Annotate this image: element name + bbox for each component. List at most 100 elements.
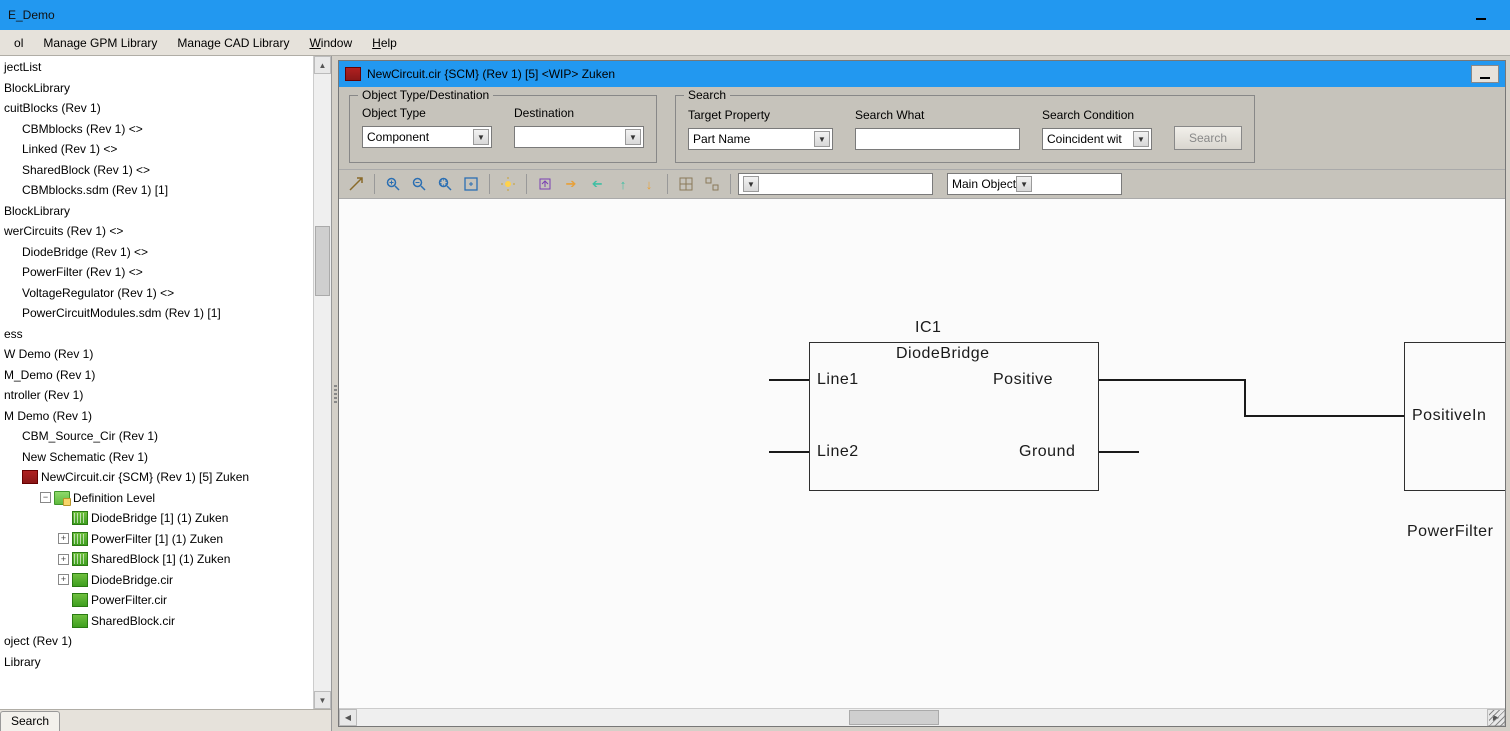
tree-item[interactable]: DiodeBridge [1] (1) Zuken	[0, 508, 313, 529]
chevron-down-icon[interactable]: ▼	[473, 129, 489, 145]
arrow-left-icon[interactable]: ➔	[586, 173, 608, 195]
resize-grip-icon[interactable]	[1489, 710, 1505, 726]
chevron-down-icon[interactable]: ▼	[1016, 176, 1032, 192]
combo-search-condition[interactable]: Coincident wit▼	[1042, 128, 1152, 150]
block-type: DiodeBridge	[896, 345, 990, 363]
combo-target-property[interactable]: Part Name▼	[688, 128, 833, 150]
tree-item[interactable]: + SharedBlock [1] (1) Zuken	[0, 549, 313, 570]
chevron-down-icon[interactable]: ▼	[1133, 131, 1149, 147]
fit-icon[interactable]	[460, 173, 482, 195]
schematic-canvas[interactable]: IC1DiodeBridgeLine1PositiveLine2GroundIC…	[339, 199, 1505, 708]
grid2-icon[interactable]	[701, 173, 723, 195]
hscroll-thumb[interactable]	[849, 710, 939, 725]
tree-item[interactable]: DiodeBridge (Rev 1) <>	[0, 242, 313, 263]
options-strip: Object Type/Destination Object Type Comp…	[339, 87, 1505, 169]
legend-otd: Object Type/Destination	[358, 88, 493, 102]
tree-item[interactable]: Linked (Rev 1) <>	[0, 139, 313, 160]
tree-item-label: PowerFilter.cir	[91, 593, 167, 607]
zoom-in-icon[interactable]	[382, 173, 404, 195]
tree-item[interactable]: BlockLibrary	[0, 78, 313, 99]
highlight-icon[interactable]	[497, 173, 519, 195]
sidebar-scrollbar[interactable]: ▲ ▼	[313, 56, 331, 709]
scroll-left-button[interactable]: ◀	[339, 709, 357, 726]
tree-item[interactable]: oject (Rev 1)	[0, 631, 313, 652]
menu-item-manage-cad[interactable]: Manage CAD Library	[167, 33, 299, 53]
tree-expander[interactable]: +	[58, 574, 69, 585]
tree-item[interactable]: CBMblocks (Rev 1) <>	[0, 119, 313, 140]
label-search-what: Search What	[855, 108, 1020, 122]
tree-item[interactable]: SharedBlock.cir	[0, 611, 313, 632]
tree-item-label: ess	[4, 327, 23, 341]
block-ref: IC1	[915, 319, 941, 337]
tree-expander[interactable]: −	[40, 492, 51, 503]
tree-item[interactable]: cuitBlocks (Rev 1)	[0, 98, 313, 119]
tree-item[interactable]: werCircuits (Rev 1) <>	[0, 221, 313, 242]
tree-node-icon	[72, 573, 88, 587]
tree-item[interactable]: Library	[0, 652, 313, 673]
tree-item-label: Definition Level	[73, 491, 155, 505]
mdi-area: NewCircuit.cir {SCM} (Rev 1) [5] <WIP> Z…	[338, 56, 1510, 731]
tree-item[interactable]: ntroller (Rev 1)	[0, 385, 313, 406]
zoom-area-icon[interactable]	[434, 173, 456, 195]
wire	[1244, 379, 1246, 416]
select-up-icon[interactable]	[534, 173, 556, 195]
tree-item-label: CBMblocks.sdm (Rev 1) [1]	[22, 183, 168, 197]
arrow-down-icon[interactable]: ↓	[638, 173, 660, 195]
tree-item[interactable]: NewCircuit.cir {SCM} (Rev 1) [5] Zuken	[0, 467, 313, 488]
scroll-thumb[interactable]	[315, 226, 330, 296]
tree-expander[interactable]: +	[58, 554, 69, 565]
menu-item-ol[interactable]: ol	[4, 33, 33, 53]
arrow-right-icon[interactable]: ➔	[560, 173, 582, 195]
grid1-icon[interactable]	[675, 173, 697, 195]
tree-item[interactable]: M Demo (Rev 1)	[0, 406, 313, 427]
menu-item-manage-gpm[interactable]: Manage GPM Library	[33, 33, 167, 53]
tree-item[interactable]: M_Demo (Rev 1)	[0, 365, 313, 386]
tree-item[interactable]: CBM_Source_Cir (Rev 1)	[0, 426, 313, 447]
arrow-up-icon[interactable]: ↑	[612, 173, 634, 195]
tree-item[interactable]: SharedBlock (Rev 1) <>	[0, 160, 313, 181]
document-titlebar[interactable]: NewCircuit.cir {SCM} (Rev 1) [5] <WIP> Z…	[339, 61, 1505, 87]
scroll-down-button[interactable]: ▼	[314, 691, 331, 709]
search-button[interactable]: Search	[1174, 126, 1242, 150]
toolbar-combo-main-object[interactable]: Main Object▼	[947, 173, 1122, 195]
zoom-out-icon[interactable]	[408, 173, 430, 195]
project-tree[interactable]: jectListBlockLibrarycuitBlocks (Rev 1) C…	[0, 56, 313, 709]
block-ic1[interactable]	[809, 342, 1099, 491]
tree-item-label: SharedBlock (Rev 1) <>	[22, 163, 150, 177]
chevron-down-icon[interactable]: ▼	[625, 129, 641, 145]
input-search-what[interactable]	[855, 128, 1020, 150]
tree-item[interactable]: New Schematic (Rev 1)	[0, 447, 313, 468]
tree-item[interactable]: PowerFilter.cir	[0, 590, 313, 611]
tree-item-label: M_Demo (Rev 1)	[4, 368, 95, 382]
tree-item[interactable]: CBMblocks.sdm (Rev 1) [1]	[0, 180, 313, 201]
label-object-type: Object Type	[362, 106, 492, 120]
combo-destination[interactable]: ▼	[514, 126, 644, 148]
scroll-up-button[interactable]: ▲	[314, 56, 331, 74]
menubar: ol Manage GPM Library Manage CAD Library…	[0, 30, 1510, 56]
tab-search[interactable]: Search	[0, 711, 60, 731]
app-title: E_Demo	[8, 8, 55, 22]
document-minimize-button[interactable]	[1471, 65, 1499, 83]
toolbar-combo-1[interactable]: ▼	[738, 173, 933, 195]
tree-item[interactable]: VoltageRegulator (Rev 1) <>	[0, 283, 313, 304]
tree-item[interactable]: PowerCircuitModules.sdm (Rev 1) [1]	[0, 303, 313, 324]
tree-expander[interactable]: +	[58, 533, 69, 544]
menu-item-window[interactable]: Window	[299, 33, 362, 53]
tree-item[interactable]: BlockLibrary	[0, 201, 313, 222]
tree-item[interactable]: ess	[0, 324, 313, 345]
tree-item[interactable]: − Definition Level	[0, 488, 313, 509]
tree-header: jectList	[0, 57, 313, 78]
tree-item[interactable]: +DiodeBridge.cir	[0, 570, 313, 591]
tree-node-icon	[72, 511, 88, 525]
tree-item[interactable]: PowerFilter (Rev 1) <>	[0, 262, 313, 283]
tree-item[interactable]: W Demo (Rev 1)	[0, 344, 313, 365]
menu-item-help[interactable]: Help	[362, 33, 407, 53]
chevron-down-icon[interactable]: ▼	[743, 176, 759, 192]
chevron-down-icon[interactable]: ▼	[814, 131, 830, 147]
expand-icon[interactable]	[345, 173, 367, 195]
canvas-hscroll[interactable]: ◀ ▶	[339, 708, 1505, 726]
window-minimize-button[interactable]	[1467, 4, 1495, 24]
combo-object-type[interactable]: Component▼	[362, 126, 492, 148]
tree-item-label: SharedBlock [1] (1) Zuken	[91, 552, 230, 566]
tree-item[interactable]: +PowerFilter [1] (1) Zuken	[0, 529, 313, 550]
